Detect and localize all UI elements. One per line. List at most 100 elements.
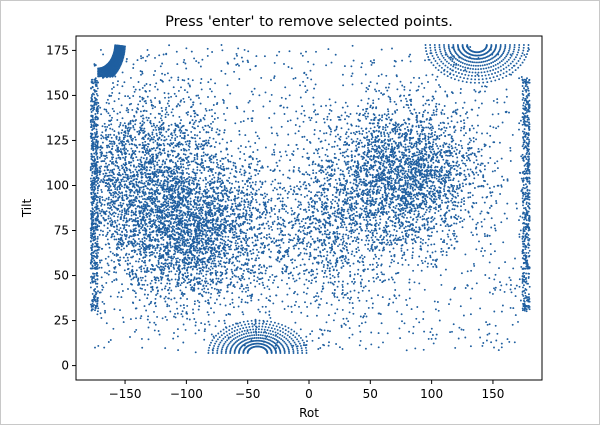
data-point[interactable] bbox=[154, 106, 157, 108]
data-point[interactable] bbox=[129, 275, 132, 278]
data-point[interactable] bbox=[219, 253, 222, 256]
data-point[interactable] bbox=[221, 232, 224, 235]
data-point[interactable] bbox=[123, 81, 126, 84]
data-point[interactable] bbox=[219, 241, 222, 244]
data-point[interactable] bbox=[180, 86, 182, 89]
data-point[interactable] bbox=[117, 156, 120, 159]
data-point[interactable] bbox=[137, 277, 140, 280]
data-point[interactable] bbox=[180, 214, 183, 217]
data-point[interactable] bbox=[139, 231, 142, 234]
data-point[interactable] bbox=[176, 175, 179, 178]
data-point[interactable] bbox=[141, 182, 144, 185]
data-point[interactable] bbox=[155, 264, 158, 267]
data-point[interactable] bbox=[243, 169, 246, 172]
data-point[interactable] bbox=[269, 316, 272, 319]
data-point[interactable] bbox=[127, 95, 129, 98]
data-point[interactable] bbox=[107, 196, 110, 199]
data-point[interactable] bbox=[111, 182, 114, 185]
data-point[interactable] bbox=[186, 238, 189, 241]
data-point[interactable] bbox=[145, 152, 148, 155]
data-point[interactable] bbox=[238, 202, 241, 205]
data-point[interactable] bbox=[265, 211, 268, 213]
data-point[interactable] bbox=[156, 208, 159, 211]
data-point[interactable] bbox=[191, 119, 194, 122]
data-point[interactable] bbox=[133, 151, 136, 154]
data-point[interactable] bbox=[154, 183, 157, 186]
data-point[interactable] bbox=[219, 303, 222, 306]
data-point[interactable] bbox=[171, 245, 174, 248]
data-point[interactable] bbox=[274, 143, 277, 146]
data-point[interactable] bbox=[195, 225, 198, 228]
data-point[interactable] bbox=[109, 142, 112, 145]
data-point[interactable] bbox=[100, 137, 103, 140]
data-point[interactable] bbox=[117, 291, 120, 294]
data-point[interactable] bbox=[205, 139, 208, 142]
data-point[interactable] bbox=[143, 197, 146, 200]
data-point[interactable] bbox=[107, 202, 110, 205]
data-point[interactable] bbox=[152, 218, 155, 221]
data-point[interactable] bbox=[153, 165, 156, 167]
data-point[interactable] bbox=[134, 196, 137, 199]
data-point[interactable] bbox=[208, 136, 211, 139]
data-point[interactable] bbox=[122, 134, 125, 136]
data-point[interactable] bbox=[180, 224, 183, 227]
data-point[interactable] bbox=[108, 163, 110, 166]
data-point[interactable] bbox=[125, 219, 128, 222]
data-point[interactable] bbox=[204, 277, 207, 280]
data-point[interactable] bbox=[183, 188, 186, 191]
data-point[interactable] bbox=[123, 149, 126, 152]
data-point[interactable] bbox=[134, 204, 136, 206]
data-point[interactable] bbox=[206, 234, 209, 237]
data-point[interactable] bbox=[401, 188, 404, 190]
data-point[interactable] bbox=[263, 227, 266, 230]
data-point[interactable] bbox=[134, 136, 136, 139]
data-point[interactable] bbox=[146, 55, 149, 58]
data-point[interactable] bbox=[182, 211, 185, 214]
data-point[interactable] bbox=[197, 260, 200, 263]
data-point[interactable] bbox=[176, 239, 179, 242]
data-point[interactable] bbox=[147, 245, 150, 248]
data-point[interactable] bbox=[172, 266, 175, 269]
data-point[interactable] bbox=[167, 256, 170, 258]
data-point[interactable] bbox=[176, 241, 179, 244]
data-point[interactable] bbox=[147, 117, 150, 119]
data-point[interactable] bbox=[192, 183, 195, 186]
data-point[interactable] bbox=[130, 189, 133, 192]
data-point[interactable] bbox=[172, 146, 175, 149]
data-point[interactable] bbox=[419, 241, 422, 244]
data-point[interactable] bbox=[198, 183, 201, 186]
data-point[interactable] bbox=[239, 150, 242, 153]
data-point[interactable] bbox=[456, 184, 459, 187]
data-point[interactable] bbox=[177, 186, 180, 189]
data-point[interactable] bbox=[207, 291, 210, 294]
data-point[interactable] bbox=[231, 219, 234, 222]
data-point[interactable] bbox=[144, 279, 147, 282]
data-point[interactable] bbox=[222, 245, 225, 248]
data-point[interactable] bbox=[209, 158, 212, 160]
data-point[interactable] bbox=[216, 202, 219, 205]
data-point[interactable] bbox=[178, 129, 181, 132]
data-point[interactable] bbox=[174, 182, 177, 185]
data-point[interactable] bbox=[224, 269, 227, 272]
data-point[interactable] bbox=[223, 239, 225, 242]
data-point[interactable] bbox=[106, 169, 109, 171]
data-point[interactable] bbox=[111, 161, 113, 164]
data-point[interactable] bbox=[322, 117, 325, 120]
data-point[interactable] bbox=[455, 148, 458, 151]
data-point[interactable] bbox=[248, 193, 251, 196]
data-point[interactable] bbox=[250, 191, 253, 194]
data-point[interactable] bbox=[158, 249, 161, 252]
data-point[interactable] bbox=[236, 281, 239, 284]
data-point[interactable] bbox=[199, 102, 202, 105]
data-point[interactable] bbox=[163, 194, 166, 196]
data-point[interactable] bbox=[138, 95, 141, 98]
data-point[interactable] bbox=[149, 233, 152, 236]
data-point[interactable] bbox=[207, 124, 210, 127]
data-point[interactable] bbox=[228, 248, 231, 251]
data-point[interactable] bbox=[129, 171, 132, 174]
data-point[interactable] bbox=[208, 168, 211, 171]
data-point[interactable] bbox=[108, 243, 111, 246]
data-point[interactable] bbox=[222, 165, 225, 168]
data-point[interactable] bbox=[141, 260, 144, 262]
data-point[interactable] bbox=[145, 254, 148, 257]
